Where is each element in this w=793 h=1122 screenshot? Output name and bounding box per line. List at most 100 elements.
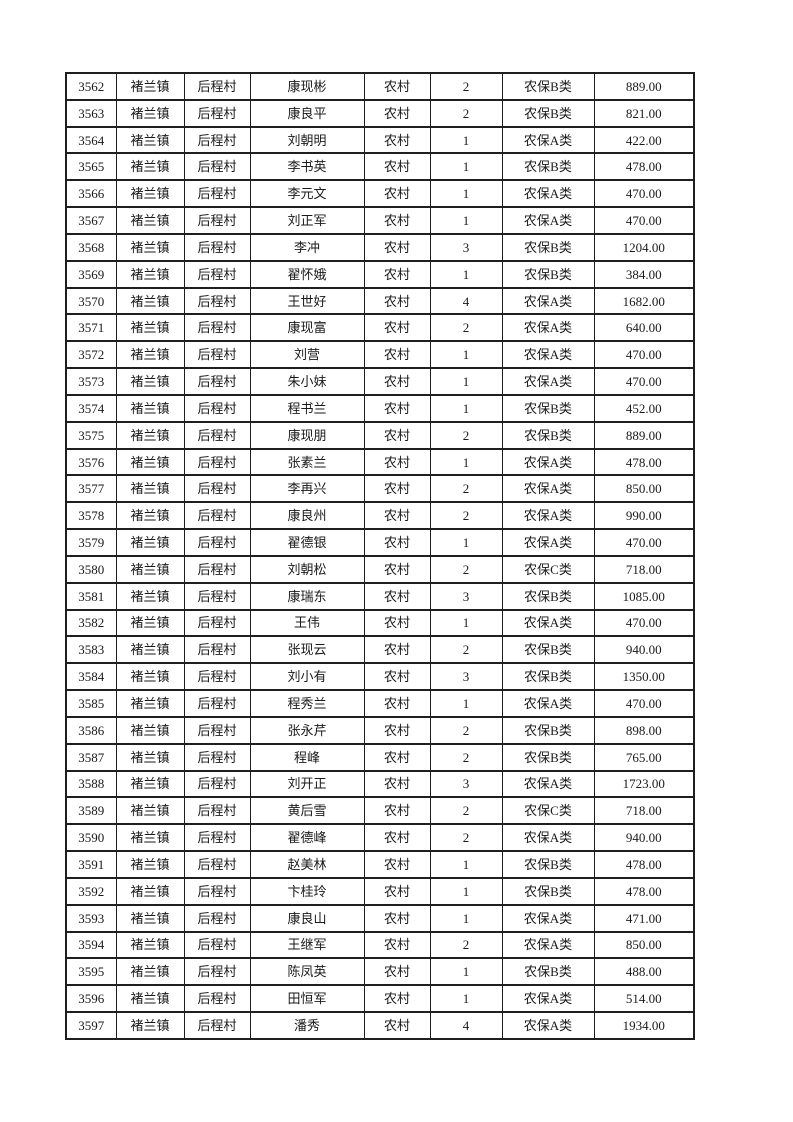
- cell-amount: 718.00: [593, 554, 695, 584]
- cell-count: 1: [429, 393, 503, 423]
- cell-name: 张现云: [249, 635, 365, 665]
- benefits-table: 3562 褚兰镇 后程村 康现彬 农村 2 农保B类 889.00 3563 褚兰镇 后程村 康良平农…: [65, 72, 695, 1041]
- cell-amount: 488.00: [593, 957, 695, 987]
- table-row: 3569 褚兰镇 后程村 翟怀娥 农村 1 农保B类 384.00: [65, 259, 695, 289]
- cell-town: 褚兰镇: [115, 152, 185, 182]
- cell-id: 3565: [65, 152, 117, 182]
- cell-amount: 470.00: [593, 528, 695, 557]
- cell-town: 褚兰镇: [115, 232, 185, 262]
- cell-count: 1: [429, 957, 503, 987]
- cell-category: 农保A类: [501, 125, 595, 155]
- table-row: 3573 褚兰镇 后程村 朱小妹 农村 1 农保A类 470.00: [65, 367, 695, 396]
- cell-count: 1: [429, 447, 503, 477]
- cell-village: 后程村: [183, 152, 251, 182]
- cell-name: 康现富: [249, 313, 365, 343]
- cell-village: 后程村: [183, 232, 251, 262]
- cell-village: 后程村: [183, 206, 251, 235]
- cell-town: 褚兰镇: [115, 98, 185, 128]
- table-row: 3564 褚兰镇 后程村 刘朝明 农村 1 农保A类 422.00: [65, 125, 695, 155]
- cell-id: 3576: [65, 447, 117, 477]
- cell-amount: 470.00: [593, 179, 695, 209]
- cell-count: 3: [429, 769, 503, 799]
- cell-village: 后程村: [183, 528, 251, 557]
- table-row: 3562 褚兰镇 后程村 康现彬 农村 2 农保B类 889.00: [65, 72, 695, 101]
- cell-amount: 1723.00: [593, 769, 695, 799]
- cell-count: 1: [429, 259, 503, 289]
- cell-count: 2: [429, 501, 503, 531]
- cell-name: 李书英: [249, 152, 365, 182]
- cell-village: 后程村: [183, 608, 251, 638]
- cell-residence: 农村: [363, 313, 431, 343]
- cell-name: 刘朝明: [249, 125, 365, 155]
- table-row: 3592 褚兰镇 后程村 卞桂玲 农村 1 农保B类 478.00: [65, 876, 695, 906]
- cell-count: 2: [429, 72, 503, 101]
- cell-category: 农保A类: [501, 313, 595, 343]
- cell-town: 褚兰镇: [115, 715, 185, 745]
- cell-category: 农保A类: [501, 769, 595, 799]
- cell-town: 褚兰镇: [115, 876, 185, 906]
- cell-village: 后程村: [183, 581, 251, 611]
- cell-name: 翟德银: [249, 528, 365, 557]
- cell-town: 褚兰镇: [115, 581, 185, 611]
- cell-residence: 农村: [363, 125, 431, 155]
- table-row: 3578 褚兰镇 后程村 康良州 农村 2 农保A类 990.00: [65, 501, 695, 531]
- cell-town: 褚兰镇: [115, 259, 185, 289]
- table-row: 3572 褚兰镇 后程村 刘营 农村 1 农保A类 470.00: [65, 340, 695, 370]
- cell-id: 3566: [65, 179, 117, 209]
- cell-village: 后程村: [183, 796, 251, 826]
- table-row: 3593 褚兰镇 后程村 康良山 农村 1 农保A类 471.00: [65, 903, 695, 933]
- cell-village: 后程村: [183, 72, 251, 101]
- cell-town: 褚兰镇: [115, 850, 185, 879]
- cell-residence: 农村: [363, 179, 431, 209]
- cell-name: 潘秀: [249, 1010, 365, 1041]
- cell-name: 程峰: [249, 742, 365, 772]
- cell-count: 1: [429, 876, 503, 906]
- table-row: 3563 褚兰镇 后程村 康良平 农村 2 农保B类 821.00: [65, 98, 695, 128]
- cell-residence: 农村: [363, 259, 431, 289]
- cell-id: 3571: [65, 313, 117, 343]
- cell-village: 后程村: [183, 420, 251, 450]
- cell-residence: 农村: [363, 420, 431, 450]
- cell-amount: 1350.00: [593, 662, 695, 692]
- cell-category: 农保A类: [501, 474, 595, 504]
- cell-count: 2: [429, 742, 503, 772]
- cell-residence: 农村: [363, 286, 431, 316]
- table-row: 3594 褚兰镇 后程村 王继军 农村 2 农保A类 850.00: [65, 930, 695, 960]
- cell-amount: 470.00: [593, 340, 695, 370]
- cell-town: 褚兰镇: [115, 367, 185, 396]
- cell-residence: 农村: [363, 98, 431, 128]
- cell-village: 后程村: [183, 957, 251, 987]
- cell-count: 1: [429, 152, 503, 182]
- cell-amount: 821.00: [593, 98, 695, 128]
- cell-category: 农保B类: [501, 72, 595, 101]
- cell-count: 1: [429, 903, 503, 933]
- cell-residence: 农村: [363, 72, 431, 101]
- cell-amount: 514.00: [593, 984, 695, 1013]
- cell-id: 3572: [65, 340, 117, 370]
- cell-town: 褚兰镇: [115, 1010, 185, 1041]
- table-row: 3583 褚兰镇 后程村 张现云 农村 2 农保B类 940.00: [65, 635, 695, 665]
- cell-id: 3579: [65, 528, 117, 557]
- cell-village: 后程村: [183, 367, 251, 396]
- cell-village: 后程村: [183, 850, 251, 879]
- cell-category: 农保B类: [501, 420, 595, 450]
- table-row: 3588 褚兰镇 后程村 刘开正 农村 3 农保A类 1723.00: [65, 769, 695, 799]
- cell-category: 农保A类: [501, 1010, 595, 1041]
- cell-count: 3: [429, 232, 503, 262]
- cell-village: 后程村: [183, 313, 251, 343]
- cell-amount: 470.00: [593, 367, 695, 396]
- cell-village: 后程村: [183, 1010, 251, 1041]
- cell-amount: 422.00: [593, 125, 695, 155]
- cell-town: 褚兰镇: [115, 608, 185, 638]
- cell-residence: 农村: [363, 581, 431, 611]
- cell-town: 褚兰镇: [115, 501, 185, 531]
- cell-amount: 850.00: [593, 930, 695, 960]
- cell-village: 后程村: [183, 98, 251, 128]
- cell-name: 朱小妹: [249, 367, 365, 396]
- table-row: 3571 褚兰镇 后程村 康现富 农村 2 农保A类 640.00: [65, 313, 695, 343]
- cell-category: 农保A类: [501, 179, 595, 209]
- cell-residence: 农村: [363, 152, 431, 182]
- cell-id: 3592: [65, 876, 117, 906]
- cell-name: 王伟: [249, 608, 365, 638]
- cell-village: 后程村: [183, 930, 251, 960]
